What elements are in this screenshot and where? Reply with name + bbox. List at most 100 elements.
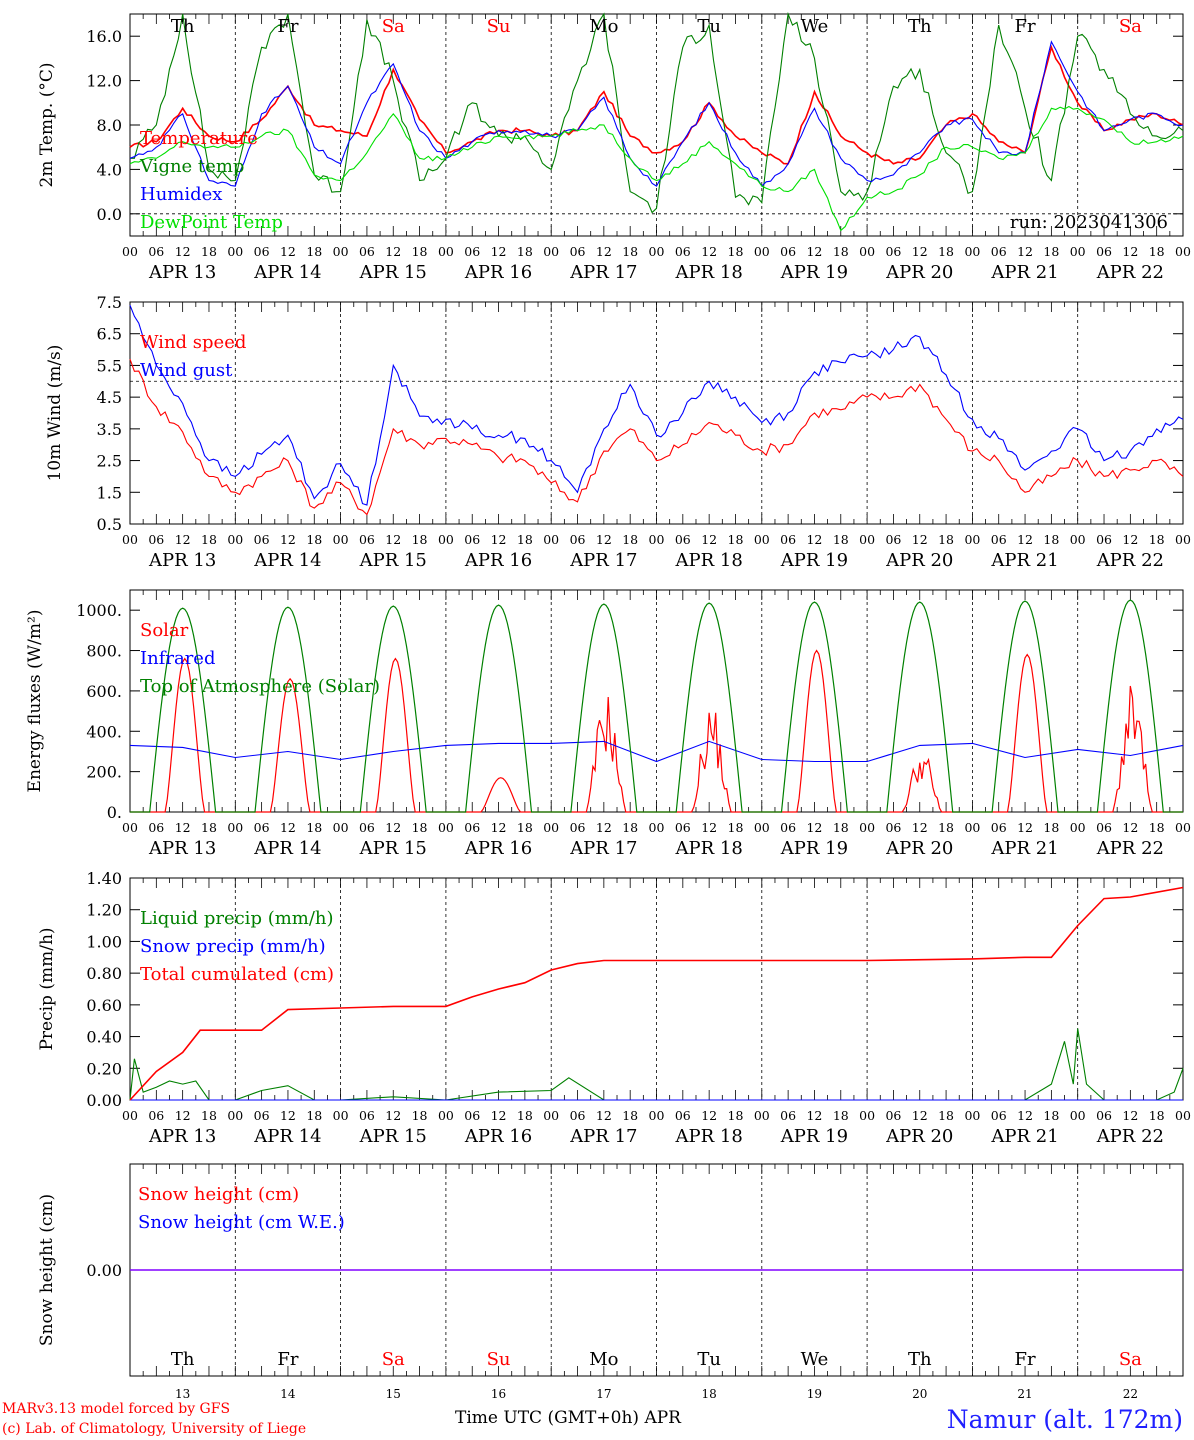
y-tick-label: 0.00 (86, 1261, 122, 1280)
x-hour-label: 18 (412, 1108, 428, 1123)
x-hour-label: 12 (1122, 532, 1138, 547)
x-hour-label: 06 (359, 1108, 375, 1123)
x-hour-label: 18 (622, 532, 638, 547)
x-hour-label: 18 (938, 1108, 954, 1123)
x-date-label: APR 13 (148, 838, 216, 859)
x-hour-label: 06 (570, 244, 586, 259)
x-hour-label: 18 (412, 244, 428, 259)
x-hour-label: 18 (1043, 532, 1059, 547)
legend-entry: Snow height (cm W.E.) (138, 1212, 345, 1233)
x-hour-label: 12 (1122, 1108, 1138, 1123)
y-tick-label: 600. (86, 682, 122, 701)
x-hour-label: 18 (517, 1108, 533, 1123)
y-tick-label: 16.0 (86, 27, 122, 46)
x-hour-label: 18 (728, 820, 744, 835)
x-date-label: APR 21 (990, 262, 1058, 283)
x-hour-label: 18 (1149, 1108, 1165, 1123)
x-hour-label: 00 (227, 532, 243, 547)
day-number-label: 19 (807, 1387, 822, 1401)
x-date-label: APR 21 (990, 550, 1058, 571)
y-axis-label: Precip (mm/h) (37, 927, 57, 1050)
y-tick-label: 2.5 (97, 452, 122, 471)
x-hour-label: 00 (754, 244, 770, 259)
x-hour-label: 00 (122, 244, 138, 259)
y-tick-label: 0. (107, 803, 122, 822)
x-date-label: APR 20 (885, 838, 953, 859)
x-date-label: APR 16 (464, 262, 532, 283)
x-hour-label: 18 (306, 244, 322, 259)
series-top-of-atmosphere-solar (130, 599, 1183, 813)
x-hour-label: 18 (938, 244, 954, 259)
x-date-label: APR 15 (359, 838, 427, 859)
y-tick-label: 12.0 (86, 72, 122, 91)
x-hour-label: 00 (1070, 532, 1086, 547)
weekday-label: Fr (277, 16, 298, 37)
x-date-label: APR 13 (148, 550, 216, 571)
x-hour-label: 12 (912, 820, 928, 835)
y-axis-label: Energy fluxes (W/m²) (25, 610, 45, 793)
x-hour-label: 18 (833, 532, 849, 547)
x-hour-label: 06 (885, 244, 901, 259)
y-tick-label: 7.5 (97, 293, 122, 312)
x-hour-label: 00 (227, 244, 243, 259)
x-hour-label: 00 (333, 1108, 349, 1123)
x-hour-label: 18 (938, 532, 954, 547)
x-hour-label: 06 (675, 820, 691, 835)
x-hour-label: 06 (464, 532, 480, 547)
legend-entry: Wind speed (140, 332, 246, 353)
x-hour-label: 18 (938, 820, 954, 835)
x-date-label: APR 13 (148, 1126, 216, 1147)
x-hour-label: 18 (833, 1108, 849, 1123)
panel-5: 0.00 Snow height (cm) Snow height (cm) Snow… (37, 1163, 1184, 1401)
day-number-label: 21 (1017, 1387, 1032, 1401)
x-hour-label: 12 (385, 820, 401, 835)
x-date-label: APR 20 (885, 262, 953, 283)
y-tick-label: 4.5 (97, 388, 122, 407)
series-wind-speed (129, 358, 1184, 516)
y-tick-label: 0.80 (86, 964, 122, 983)
x-hour-label: 00 (438, 1108, 454, 1123)
x-hour-label: 12 (701, 532, 717, 547)
x-hour-label: 18 (412, 820, 428, 835)
x-hour-label: 18 (201, 532, 217, 547)
x-hour-label: 06 (780, 532, 796, 547)
x-hour-label: 00 (754, 820, 770, 835)
x-hour-label: 12 (806, 1108, 822, 1123)
legend-entry: DewPoint Temp (140, 212, 283, 233)
x-hour-label: 06 (570, 1108, 586, 1123)
run-label: run: 2023041306 (1010, 212, 1168, 233)
x-hour-label: 00 (1175, 820, 1191, 835)
y-tick-label: 8.0 (97, 116, 122, 135)
x-date-label: APR 14 (253, 262, 321, 283)
x-hour-label: 06 (464, 820, 480, 835)
series-humidex (129, 40, 1184, 187)
weekday-label: Sa (1119, 16, 1142, 37)
x-hour-label: 18 (517, 244, 533, 259)
x-hour-label: 00 (122, 1108, 138, 1123)
x-hour-label: 18 (201, 1108, 217, 1123)
y-tick-label: 3.5 (97, 420, 122, 439)
x-hour-label: 18 (1149, 532, 1165, 547)
x-hour-label: 00 (1175, 532, 1191, 547)
x-hour-label: 12 (806, 244, 822, 259)
series-total-cumulated-cm (129, 886, 1184, 1101)
x-hour-label: 06 (991, 820, 1007, 835)
x-hour-label: 18 (833, 244, 849, 259)
x-hour-label: 00 (543, 820, 559, 835)
x-date-label: APR 22 (1096, 838, 1164, 859)
x-date-label: APR 17 (569, 1126, 637, 1147)
x-hour-label: 12 (912, 532, 928, 547)
x-hour-label: 12 (596, 244, 612, 259)
weekday-label: Sa (382, 1349, 405, 1370)
weekday-label: Th (908, 16, 932, 37)
x-hour-label: 00 (859, 532, 875, 547)
legend-entry: Snow precip (mm/h) (140, 936, 326, 957)
legend-entry: Top of Atmosphere (Solar) (140, 676, 380, 697)
x-hour-label: 12 (1017, 244, 1033, 259)
day-number-label: 18 (702, 1387, 717, 1401)
x-date-label: APR 19 (780, 1126, 848, 1147)
y-tick-label: 4.0 (97, 160, 122, 179)
x-hour-label: 00 (649, 1108, 665, 1123)
x-hour-label: 00 (227, 1108, 243, 1123)
